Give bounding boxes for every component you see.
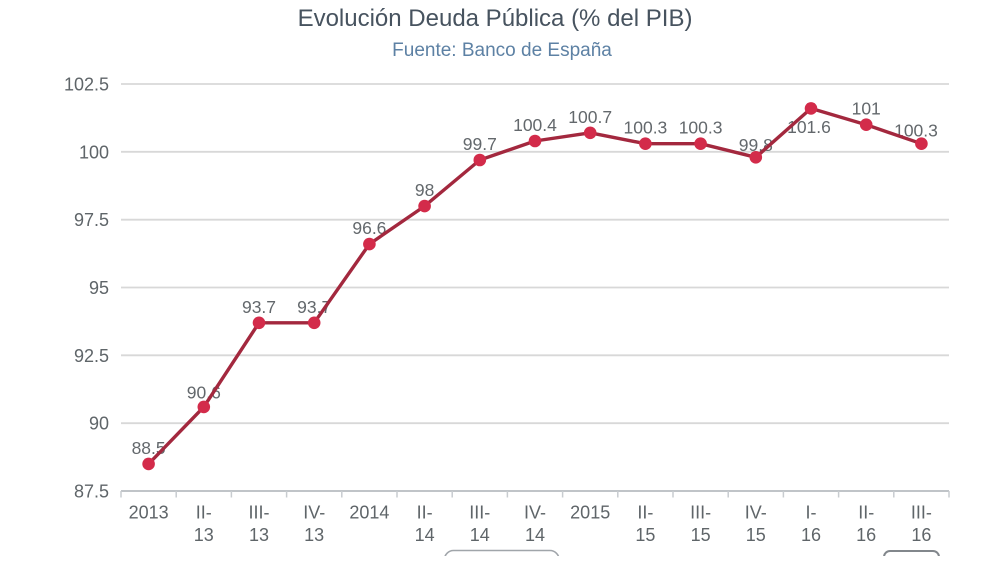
svg-text:2015: 2015 — [570, 503, 610, 523]
svg-text:101: 101 — [852, 99, 881, 119]
svg-text:II-: II- — [858, 503, 874, 523]
svg-text:13: 13 — [304, 525, 324, 545]
svg-text:92.5: 92.5 — [74, 346, 109, 366]
svg-text:II-: II- — [637, 503, 653, 523]
svg-text:90.6: 90.6 — [187, 382, 221, 402]
svg-text:97.5: 97.5 — [74, 210, 109, 230]
svg-text:13: 13 — [249, 525, 269, 545]
svg-text:15: 15 — [635, 525, 655, 545]
svg-text:100.3: 100.3 — [624, 118, 668, 138]
svg-text:14: 14 — [525, 525, 545, 545]
svg-text:16: 16 — [856, 525, 876, 545]
svg-text:IV-: IV- — [745, 503, 767, 523]
svg-text:III-: III- — [690, 503, 711, 523]
svg-text:Evolución Deuda Pública (% del: Evolución Deuda Pública (% del PIB) — [298, 5, 693, 32]
svg-text:102.5: 102.5 — [64, 75, 109, 95]
svg-text:IV-: IV- — [303, 503, 325, 523]
svg-text:93.7: 93.7 — [242, 297, 276, 317]
svg-text:I-: I- — [806, 503, 817, 523]
svg-text:99.7: 99.7 — [463, 134, 497, 154]
svg-text:100.7: 100.7 — [568, 107, 612, 127]
svg-text:IV-: IV- — [524, 503, 546, 523]
svg-text:13: 13 — [194, 525, 214, 545]
svg-text:90: 90 — [89, 414, 109, 434]
svg-text:14: 14 — [470, 525, 490, 545]
svg-text:II-: II- — [417, 503, 433, 523]
svg-text:2013: 2013 — [129, 503, 169, 523]
svg-text:100.3: 100.3 — [679, 118, 723, 138]
svg-text:Fuente: Banco de España: Fuente: Banco de España — [392, 40, 612, 61]
svg-text:98: 98 — [415, 180, 434, 200]
svg-text:16: 16 — [911, 525, 931, 545]
svg-text:15: 15 — [746, 525, 766, 545]
svg-text:III-: III- — [911, 503, 932, 523]
svg-text:14: 14 — [415, 525, 435, 545]
svg-text:95: 95 — [89, 278, 109, 298]
svg-text:100: 100 — [79, 142, 109, 162]
svg-text:15: 15 — [691, 525, 711, 545]
svg-text:87.5: 87.5 — [74, 482, 109, 502]
svg-text:III-: III- — [249, 503, 270, 523]
svg-text:100.3: 100.3 — [894, 121, 938, 141]
svg-text:88.5: 88.5 — [132, 438, 166, 458]
svg-text:100.4: 100.4 — [513, 115, 557, 135]
svg-text:III-: III- — [469, 503, 490, 523]
svg-text:II-: II- — [196, 503, 212, 523]
svg-text:2014: 2014 — [349, 503, 389, 523]
svg-text:96.6: 96.6 — [352, 218, 386, 238]
svg-text:16: 16 — [801, 525, 821, 545]
svg-text:101.6: 101.6 — [787, 117, 831, 137]
